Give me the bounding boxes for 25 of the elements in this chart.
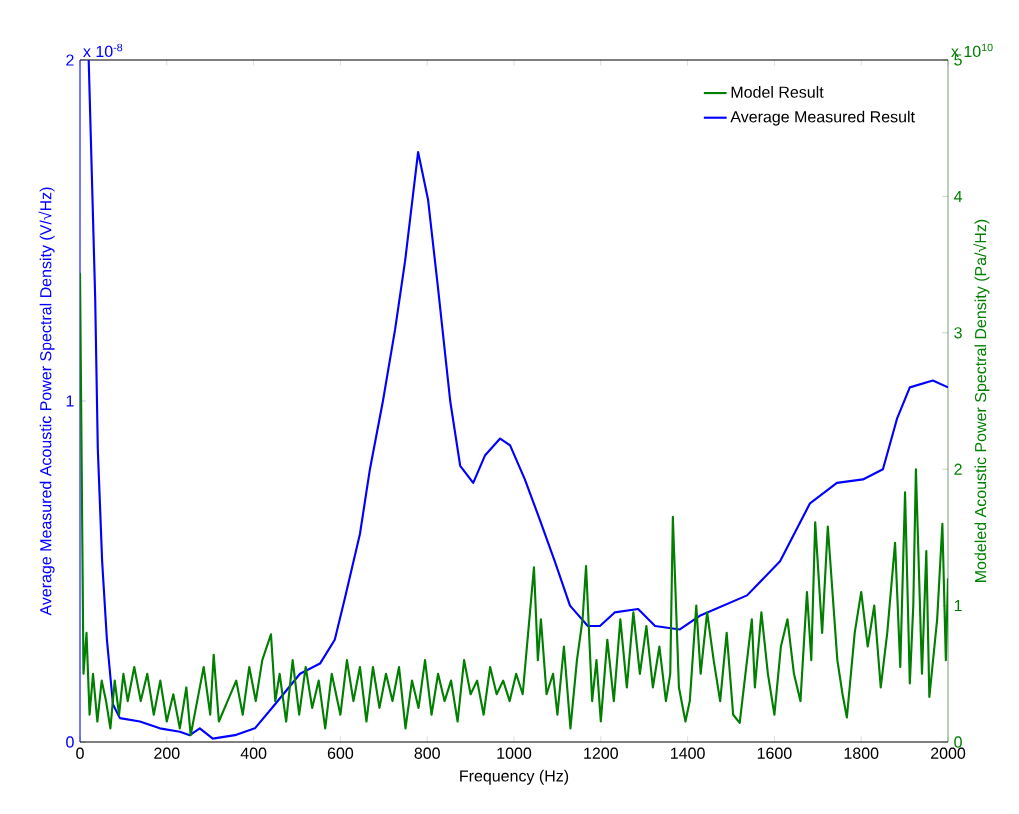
x-tick-label: 1800	[844, 747, 879, 759]
text: x 10$^{-8}$	[83, 43, 123, 58]
x-tick-label: 200	[154, 747, 180, 759]
y-tick-label: 0	[66, 736, 74, 748]
x-tick-label: 1000	[497, 747, 532, 759]
y2-tick-label: 2	[954, 463, 962, 475]
x-tick-label: 400	[240, 747, 267, 759]
x-axis-title: Frequency (Hz)	[460, 769, 569, 785]
x-tick-label: 0	[76, 747, 84, 759]
x-tick-label: 2000	[931, 747, 966, 759]
y2-axis-title: Modeled Acoustic Power Spectral Density (Pa/√Hz)	[973, 219, 990, 582]
y2-tick-label: 0	[954, 736, 962, 748]
y-axis-title: Average Measured Acoustic Power Spectral Density (V/√Hz)	[38, 187, 55, 616]
y-tick-label: 1	[66, 395, 74, 407]
legend-label: Model Result	[731, 86, 824, 98]
y2-tick-label: 4	[953, 190, 963, 202]
y-tick-label: 2	[66, 54, 74, 66]
legend-label: Average Measured Result	[730, 110, 915, 126]
x-tick-label: 1600	[757, 747, 792, 759]
x-tick-label: 1400	[671, 747, 705, 759]
x-tick-label: 1200	[584, 747, 618, 759]
x-tick-label: 800	[414, 747, 440, 759]
y2-tick-label: 3	[954, 327, 962, 339]
y2-tick-label: 1	[954, 600, 962, 612]
x-tick-label: 600	[327, 747, 354, 759]
